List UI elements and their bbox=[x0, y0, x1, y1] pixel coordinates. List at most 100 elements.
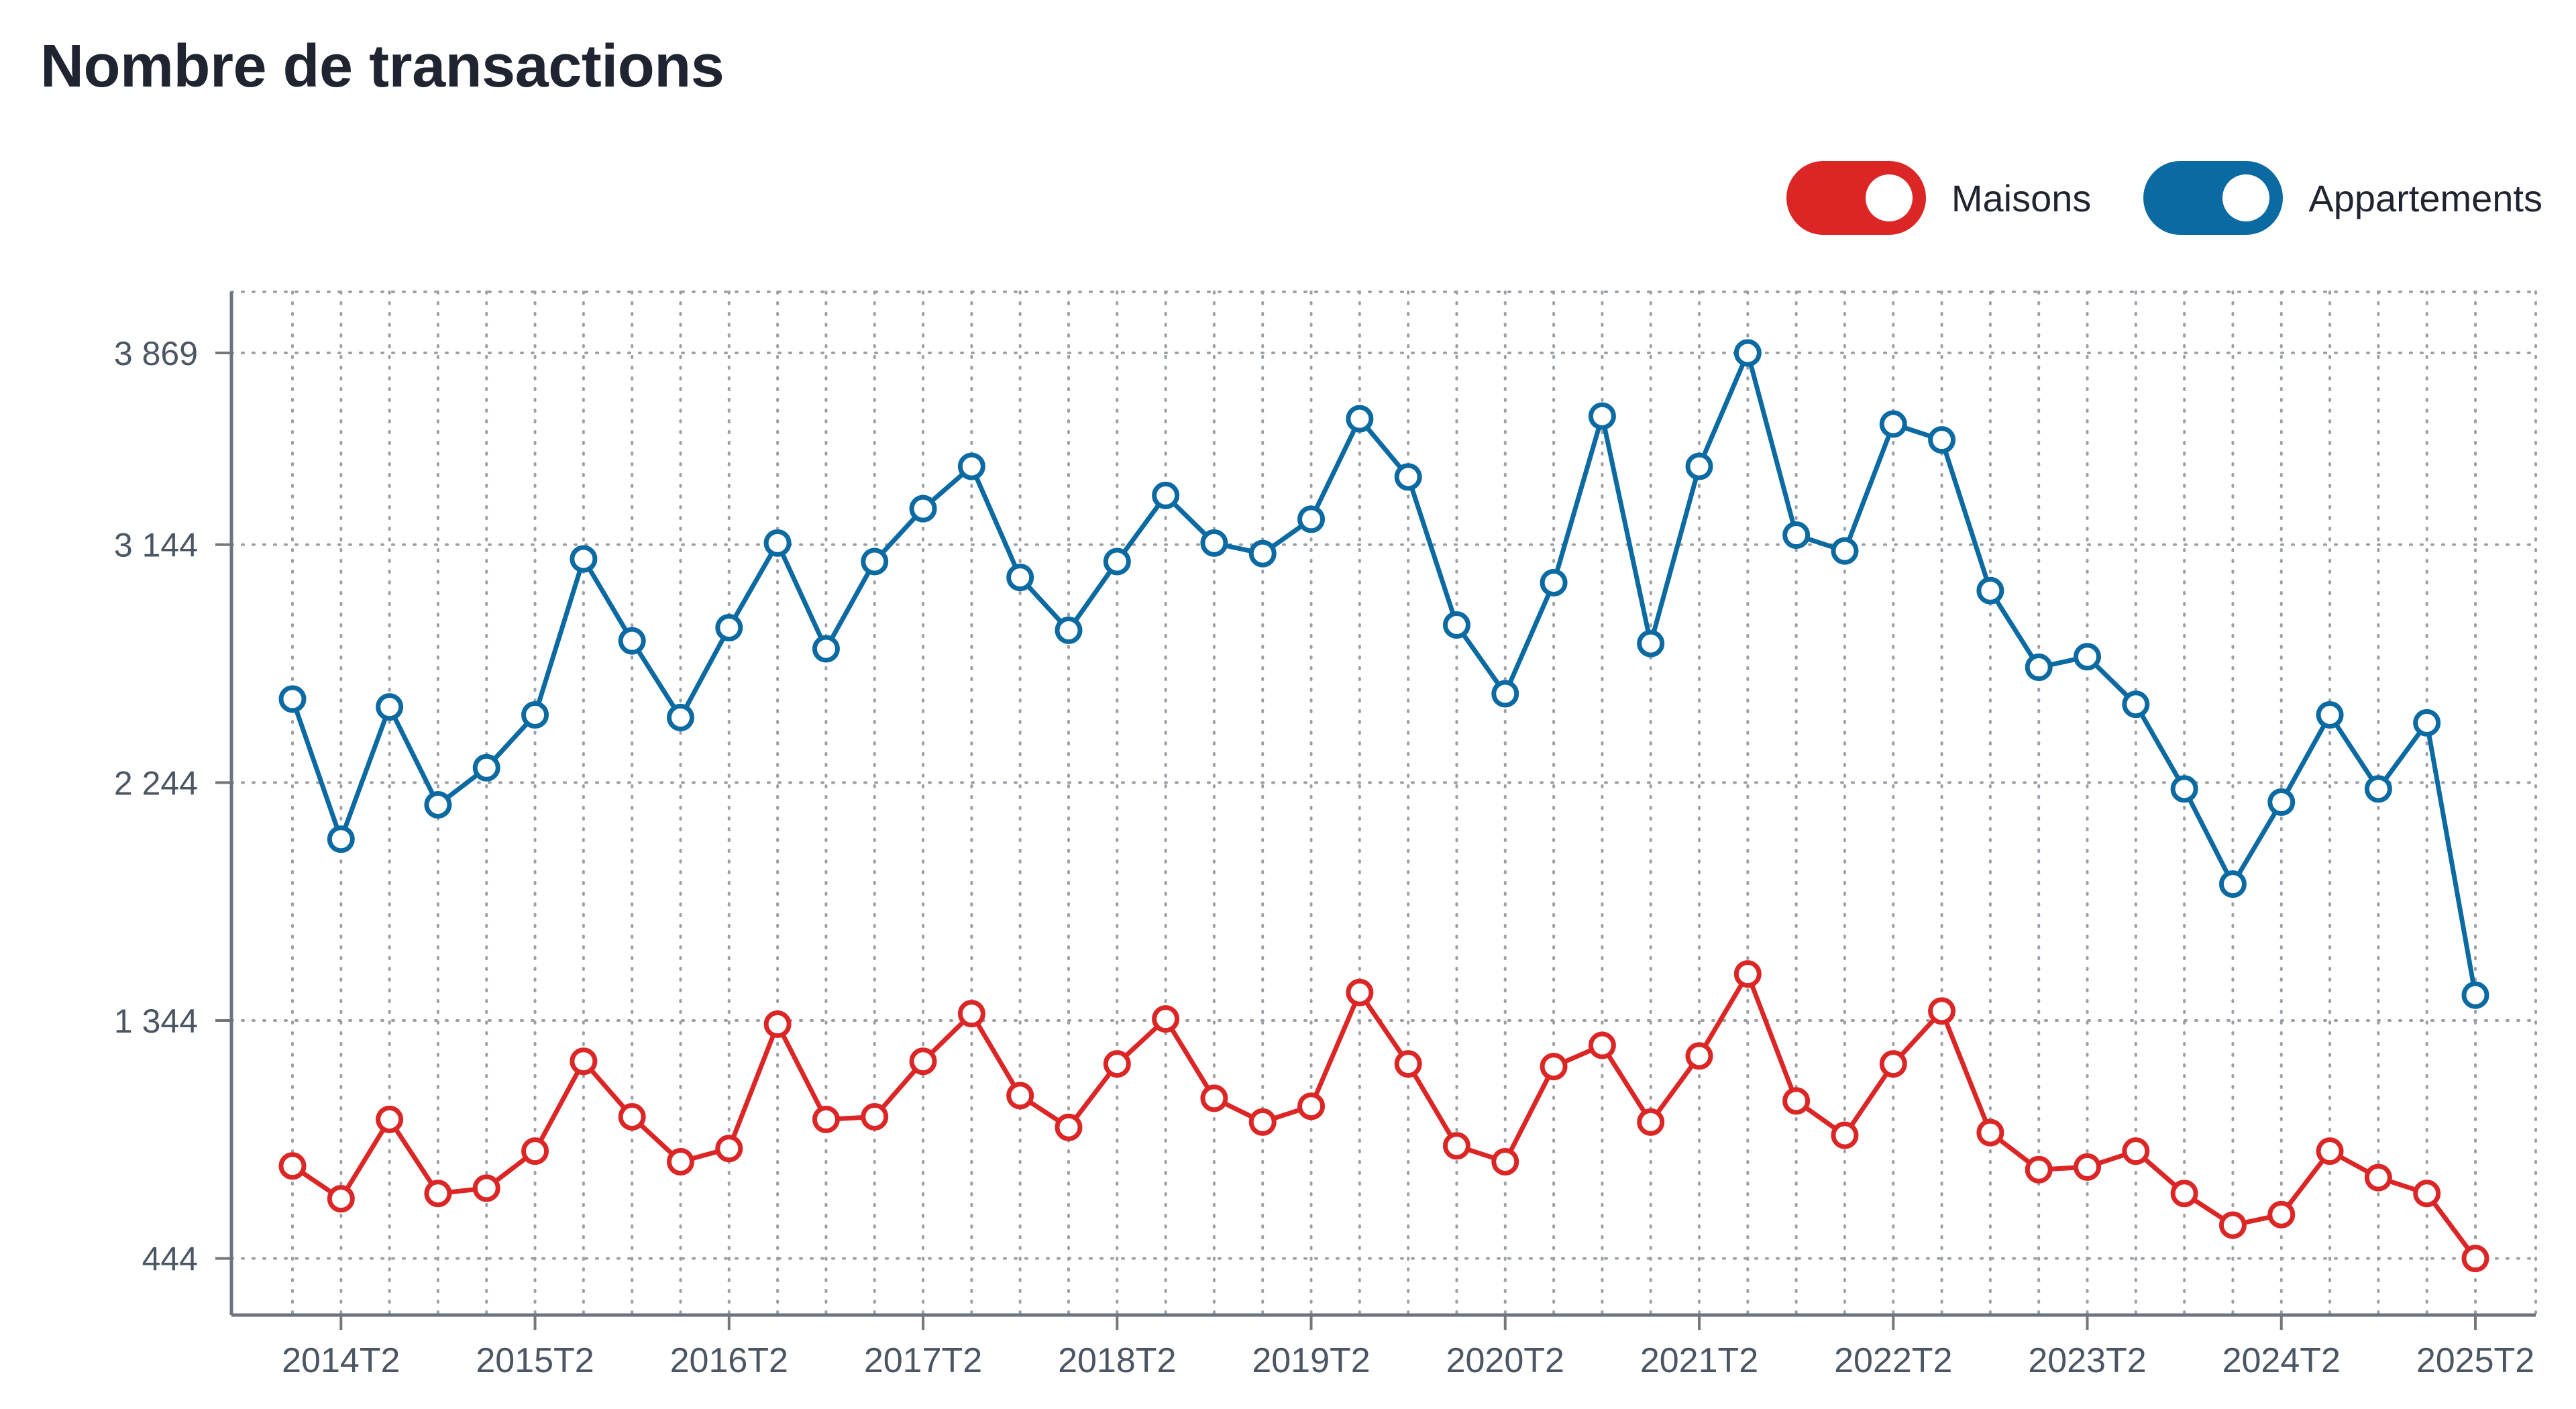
data-point-maisons bbox=[1637, 1108, 1665, 1136]
data-point-appartements bbox=[327, 825, 355, 853]
data-point-appartements bbox=[715, 613, 743, 641]
y-tick-label: 444 bbox=[142, 1241, 198, 1278]
data-point-maisons bbox=[2364, 1163, 2392, 1192]
data-point-maisons bbox=[521, 1137, 549, 1165]
data-point-appartements bbox=[1782, 521, 1811, 550]
chart-title: Nombre de transactions bbox=[40, 33, 724, 100]
data-point-maisons bbox=[2122, 1137, 2150, 1165]
data-point-maisons bbox=[1006, 1082, 1034, 1110]
data-point-appartements bbox=[2122, 690, 2150, 719]
data-point-appartements bbox=[2461, 981, 2489, 1009]
data-point-maisons bbox=[2316, 1137, 2344, 1165]
x-tick-label: 2017T2 bbox=[864, 1341, 982, 1380]
data-point-maisons bbox=[1103, 1050, 1131, 1078]
data-point-appartements bbox=[909, 494, 937, 523]
data-point-maisons bbox=[1733, 960, 1762, 988]
data-point-maisons bbox=[2413, 1180, 2441, 1208]
x-tick-label: 2015T2 bbox=[476, 1341, 594, 1380]
data-point-appartements bbox=[2025, 654, 2053, 682]
data-point-maisons bbox=[2170, 1180, 2198, 1208]
y-tick-label: 2 244 bbox=[114, 764, 198, 802]
data-point-maisons bbox=[2074, 1153, 2102, 1181]
data-point-maisons bbox=[424, 1180, 452, 1208]
data-point-appartements bbox=[1055, 616, 1083, 644]
data-point-maisons bbox=[376, 1105, 404, 1133]
legend-item-maisons[interactable]: Maisons bbox=[1786, 161, 2092, 235]
data-point-maisons bbox=[1200, 1084, 1228, 1112]
data-point-appartements bbox=[1831, 537, 1859, 565]
legend: Maisons Appartements bbox=[1786, 161, 2542, 235]
data-point-maisons bbox=[666, 1147, 694, 1176]
data-point-maisons bbox=[327, 1185, 355, 1213]
data-point-appartements bbox=[1248, 539, 1277, 568]
data-point-maisons bbox=[861, 1102, 889, 1131]
x-tick-label: 2018T2 bbox=[1058, 1341, 1176, 1380]
data-point-maisons bbox=[570, 1047, 598, 1076]
data-point-appartements bbox=[1540, 568, 1568, 596]
data-point-maisons bbox=[2218, 1211, 2247, 1239]
data-point-appartements bbox=[278, 685, 307, 713]
data-point-maisons bbox=[1394, 1050, 1422, 1078]
data-point-maisons bbox=[1976, 1118, 2004, 1147]
x-tick-label: 2016T2 bbox=[670, 1341, 788, 1380]
data-point-appartements bbox=[1200, 529, 1228, 557]
data-point-appartements bbox=[1442, 611, 1470, 639]
data-point-appartements bbox=[1346, 405, 1374, 433]
x-tick-label: 2019T2 bbox=[1252, 1341, 1370, 1380]
y-tick-label: 3 869 bbox=[114, 335, 198, 372]
x-tick-label: 2022T2 bbox=[1834, 1341, 1952, 1380]
data-point-appartements bbox=[763, 529, 792, 557]
data-point-maisons bbox=[715, 1135, 743, 1163]
y-tick-label: 3 144 bbox=[114, 527, 198, 564]
data-point-appartements bbox=[424, 790, 452, 819]
data-point-appartements bbox=[1103, 547, 1131, 576]
legend-label-maisons: Maisons bbox=[1951, 176, 2092, 219]
data-point-appartements bbox=[1152, 481, 1180, 509]
data-point-maisons bbox=[1831, 1121, 1859, 1149]
toggle-knob bbox=[2222, 174, 2270, 221]
data-point-appartements bbox=[2267, 788, 2296, 817]
data-point-maisons bbox=[2267, 1200, 2296, 1229]
data-point-appartements bbox=[1637, 629, 1665, 658]
data-point-appartements bbox=[1928, 426, 1956, 454]
data-point-maisons bbox=[2461, 1245, 2489, 1273]
data-point-maisons bbox=[1879, 1050, 1907, 1078]
x-tick-label: 2023T2 bbox=[2028, 1341, 2146, 1380]
data-point-maisons bbox=[763, 1010, 792, 1039]
data-point-appartements bbox=[1588, 402, 1616, 430]
data-point-appartements bbox=[2218, 870, 2247, 898]
data-point-appartements bbox=[666, 703, 694, 731]
data-point-appartements bbox=[1733, 339, 1762, 367]
x-tick-label: 2014T2 bbox=[282, 1341, 400, 1380]
toggle-maisons[interactable] bbox=[1786, 161, 1926, 235]
data-point-appartements bbox=[1976, 576, 2004, 605]
data-point-appartements bbox=[570, 545, 598, 573]
legend-label-appartements: Appartements bbox=[2308, 176, 2542, 219]
data-point-appartements bbox=[861, 547, 889, 576]
data-point-maisons bbox=[472, 1174, 500, 1202]
data-point-appartements bbox=[1491, 680, 1519, 708]
x-tick-label: 2020T2 bbox=[1446, 1341, 1564, 1380]
data-point-maisons bbox=[1782, 1087, 1811, 1115]
data-point-appartements bbox=[2364, 775, 2392, 803]
data-point-maisons bbox=[1685, 1042, 1713, 1070]
legend-item-appartements[interactable]: Appartements bbox=[2143, 161, 2542, 235]
data-point-appartements bbox=[2074, 643, 2102, 671]
data-point-appartements bbox=[472, 753, 500, 782]
data-point-maisons bbox=[909, 1047, 937, 1076]
data-point-appartements bbox=[1297, 505, 1326, 533]
data-point-appartements bbox=[618, 627, 646, 655]
data-point-appartements bbox=[1879, 410, 1907, 438]
data-point-appartements bbox=[376, 693, 404, 721]
data-point-maisons bbox=[2025, 1155, 2053, 1184]
data-point-appartements bbox=[1685, 452, 1713, 480]
toggle-appartements[interactable] bbox=[2143, 161, 2284, 235]
series-line-maisons bbox=[290, 972, 2478, 1261]
data-point-maisons bbox=[1442, 1132, 1470, 1160]
data-point-maisons bbox=[812, 1105, 840, 1133]
x-tick-label: 2024T2 bbox=[2222, 1341, 2341, 1380]
data-point-maisons bbox=[1540, 1053, 1568, 1081]
data-point-appartements bbox=[957, 452, 985, 480]
data-point-maisons bbox=[1248, 1108, 1277, 1136]
